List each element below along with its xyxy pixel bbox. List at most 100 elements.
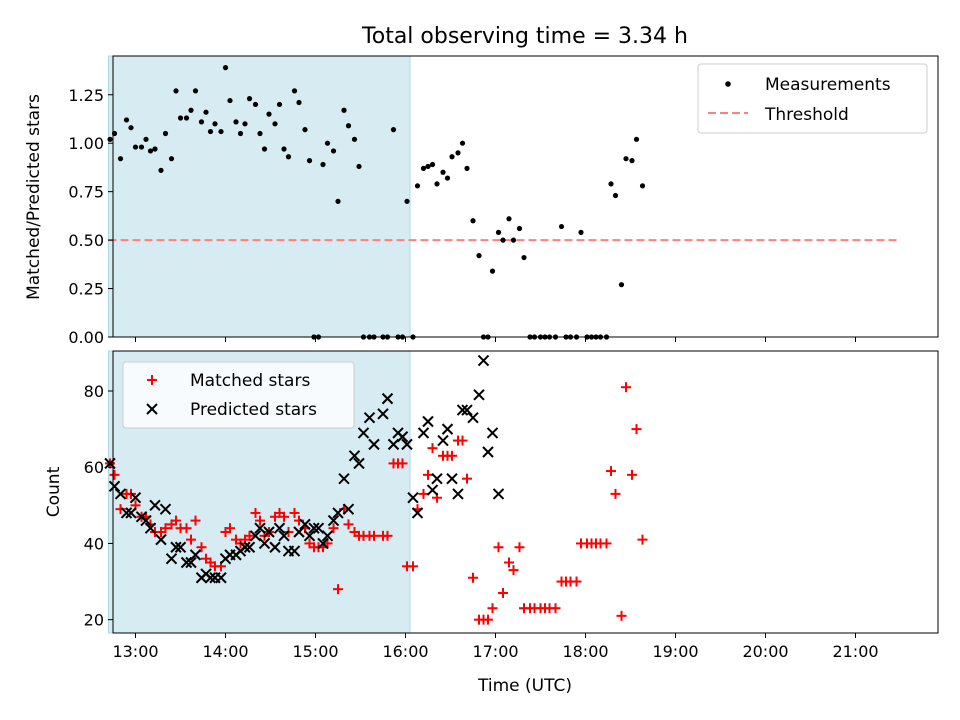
predicted-point <box>482 446 494 458</box>
predicted-point-b <box>446 472 458 485</box>
measurement-point <box>173 88 179 94</box>
predicted-point <box>258 537 271 550</box>
measurement-point <box>107 136 113 142</box>
predicted-point-b <box>377 408 389 420</box>
predicted-point-b <box>357 427 370 439</box>
matched-point <box>637 534 648 545</box>
bottom-y-ticks: 20 40 60 80 <box>84 382 113 630</box>
matched-point <box>601 538 612 549</box>
predicted-point-b <box>486 427 499 439</box>
measurement-point <box>261 146 268 152</box>
predicted-point <box>411 507 424 519</box>
matched-point <box>423 469 433 480</box>
predicted-point-b <box>312 522 325 534</box>
predicted-point-b <box>308 522 320 534</box>
matched-point <box>508 565 519 576</box>
bot-y-tick-label: 20 <box>84 611 104 630</box>
measurement-point <box>495 229 502 235</box>
measurement-point <box>578 229 584 235</box>
predicted-point <box>321 530 334 542</box>
measurement-point <box>203 109 209 115</box>
x-tick-label: 14:00 <box>202 642 248 661</box>
predicted-legend-marker <box>146 403 158 415</box>
measurement-point <box>138 144 145 150</box>
predicted-point <box>155 533 167 546</box>
matched-point <box>279 511 289 522</box>
predicted-point <box>170 541 182 553</box>
top-y-axis-label: Matched/Predicted stars <box>24 94 44 300</box>
predicted-point-b <box>120 507 133 519</box>
predicted-point-b <box>263 526 275 538</box>
measurement-point <box>242 121 248 127</box>
measurement-point <box>207 128 214 135</box>
matched-point <box>408 561 418 572</box>
predicted-point <box>353 457 365 470</box>
predicted-point-b <box>273 522 286 534</box>
predicted-point <box>467 411 479 424</box>
measurement-point <box>177 115 184 121</box>
measurement-point <box>429 161 436 168</box>
predicted-point-b <box>185 556 197 569</box>
top-x-ticks <box>135 337 856 342</box>
measurement-point <box>128 125 134 131</box>
predicted-point <box>401 438 413 451</box>
predicted-point <box>368 438 380 451</box>
predicted-point <box>239 541 251 553</box>
x-axis-label: Time (UTC) <box>477 676 572 696</box>
measurement-point <box>143 136 149 142</box>
top-legend-box <box>697 63 928 134</box>
measurement-point <box>281 146 287 152</box>
predicted-point <box>486 427 499 439</box>
predicted-point <box>446 472 458 485</box>
predicted-point-b <box>293 526 305 538</box>
top-y-tick-label: 0.00 <box>68 328 104 347</box>
measurement-point <box>183 115 190 121</box>
predicted-point-b <box>353 457 365 470</box>
matched-point <box>627 469 637 480</box>
predicted-point-b <box>467 411 479 424</box>
matched-point <box>468 572 478 583</box>
measurements-legend-label: Measurements <box>765 75 891 95</box>
predicted-point-b <box>239 541 251 553</box>
predicted-point-b <box>381 392 394 405</box>
measurement-point <box>341 107 347 113</box>
matched-point <box>447 450 457 461</box>
predicted-point <box>357 427 370 439</box>
predicted-point <box>327 514 340 527</box>
top-y-ticks: 0.00 0.25 0.50 0.75 1.00 1.25 <box>68 86 113 347</box>
measurement-point <box>233 119 239 125</box>
predicted-point <box>129 492 142 504</box>
measurement-point <box>198 119 205 125</box>
predicted-point-b <box>396 431 409 443</box>
predicted-point <box>108 480 121 492</box>
predicted-point-b <box>288 545 301 557</box>
top-y-tick-label: 0.25 <box>68 280 104 299</box>
measurement-point <box>506 216 512 222</box>
predicted-point <box>215 572 227 584</box>
predicted-point <box>125 507 137 519</box>
measurement-point <box>434 181 440 187</box>
predicted-point-b <box>155 533 167 546</box>
matched-point <box>631 424 642 435</box>
predicted-point-b <box>321 530 334 542</box>
measurement-point <box>345 123 352 129</box>
matched-point <box>616 610 627 621</box>
predicted-point-b <box>363 411 376 424</box>
bottom-legend: Matched stars Predicted stars <box>122 361 355 429</box>
predicted-point <box>308 522 320 534</box>
measurement-point <box>449 154 455 160</box>
predicted-point-b <box>492 488 505 500</box>
predicted-point <box>473 389 485 401</box>
predicted-point-b <box>215 572 227 584</box>
bot-y-tick-label: 40 <box>84 534 104 553</box>
matched-point <box>244 530 255 541</box>
predicted-point <box>189 549 202 561</box>
predicted-point-b <box>437 434 449 447</box>
predicted-point-b <box>401 438 413 451</box>
measurement-point <box>464 165 470 171</box>
matched-point <box>487 603 498 614</box>
predicted-point-b <box>477 354 490 367</box>
measurement-point <box>420 165 427 171</box>
x-tick-label: 13:00 <box>112 642 158 661</box>
matched-point <box>462 473 472 484</box>
